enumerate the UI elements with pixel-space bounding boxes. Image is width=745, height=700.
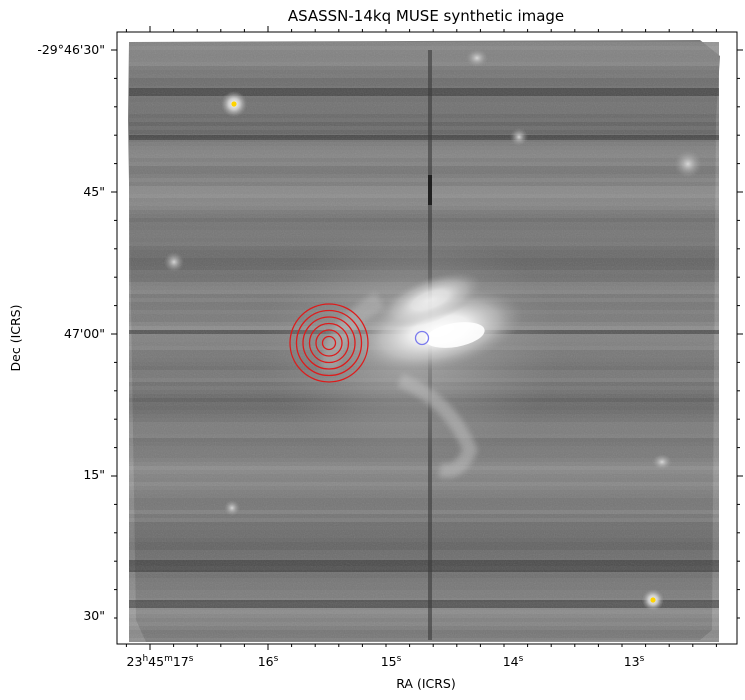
dec-tick-label: 30" bbox=[83, 608, 105, 623]
ra-tick-label: 16s bbox=[258, 654, 279, 669]
transient-ring bbox=[289, 303, 369, 383]
dec-tick-label: 47'00" bbox=[64, 326, 105, 341]
muse-synthetic-image bbox=[117, 32, 737, 644]
host-nucleus-marker bbox=[414, 330, 430, 346]
background-source bbox=[466, 49, 488, 67]
transient-ring bbox=[302, 316, 356, 370]
ra-tick-label: 15s bbox=[381, 654, 402, 669]
background-source bbox=[652, 454, 672, 470]
transient-ring bbox=[295, 309, 363, 377]
background-source bbox=[674, 150, 702, 178]
host-galaxy bbox=[260, 225, 560, 478]
star-lower-right bbox=[642, 589, 664, 611]
background-source bbox=[164, 252, 184, 272]
ra-tick-labels: 23h45m17s 16s 15s 14s 13s bbox=[127, 654, 645, 669]
dec-tick-labels: -29°46'30" 45" 47'00" 15" 30" bbox=[37, 42, 105, 623]
background-source bbox=[510, 128, 528, 146]
dec-tick-label: 15" bbox=[83, 467, 105, 482]
transient-position-rings bbox=[289, 303, 369, 383]
star-marker bbox=[231, 101, 237, 107]
ra-tick-label: 13s bbox=[624, 654, 645, 669]
axis-ticks bbox=[111, 26, 743, 650]
figure-title: ASASSN-14kq MUSE synthetic image bbox=[288, 7, 564, 25]
transient-ring bbox=[321, 335, 337, 351]
axes-frame bbox=[116, 31, 738, 645]
x-axis-label: RA (ICRS) bbox=[396, 676, 456, 691]
dec-tick-label: 45" bbox=[83, 184, 105, 199]
transient-ring bbox=[315, 329, 343, 357]
ra-tick-label: 23h45m17s bbox=[127, 654, 194, 669]
star-upper-left bbox=[221, 91, 247, 117]
dec-tick-label: -29°46'30" bbox=[37, 42, 105, 57]
background-source bbox=[224, 500, 240, 516]
star-marker bbox=[650, 597, 656, 603]
ra-tick-label: 14s bbox=[503, 654, 524, 669]
transient-ring bbox=[308, 322, 350, 364]
y-axis-label: Dec (ICRS) bbox=[8, 305, 23, 372]
